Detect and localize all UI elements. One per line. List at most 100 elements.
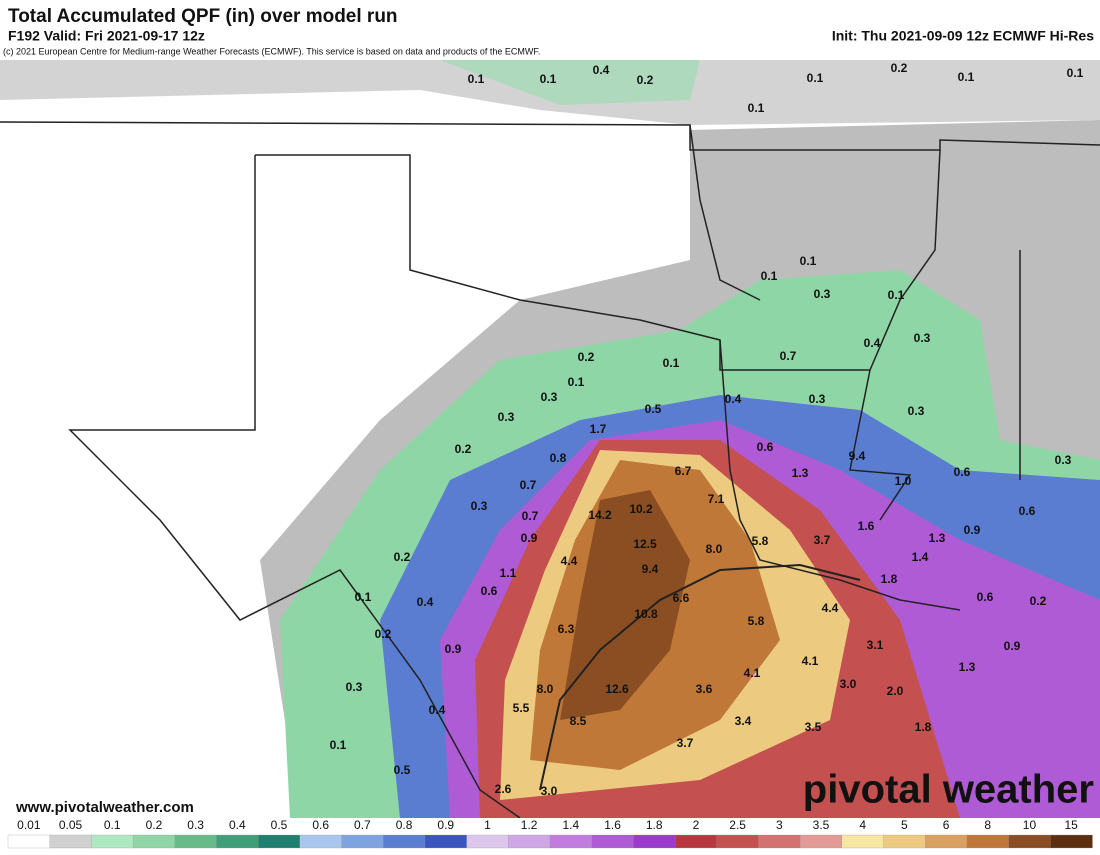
colorbar-label: 10 <box>1023 818 1037 832</box>
map-value-label: 0.3 <box>809 392 826 406</box>
map-value-label: 0.3 <box>814 287 831 301</box>
map-value-label: 9.4 <box>642 562 659 576</box>
map-value-label: 0.1 <box>330 738 347 752</box>
precip-field <box>0 60 1100 818</box>
state-line <box>68 155 521 819</box>
map-value-label: 0.1 <box>761 269 778 283</box>
copyright-bg <box>0 46 612 58</box>
map-value-label: 0.8 <box>550 451 567 465</box>
colorbar-swatch <box>841 834 885 849</box>
map-value-label: 0.2 <box>455 442 472 456</box>
state-line <box>0 121 1100 151</box>
colorbar-label: 1 <box>484 818 491 832</box>
colorbar-label: 0.1 <box>104 818 121 832</box>
map-value-label: 3.7 <box>677 736 694 750</box>
map-value-label: 6.3 <box>558 622 575 636</box>
map-value-label: 3.0 <box>840 677 857 691</box>
map-value-label: 0.3 <box>498 410 515 424</box>
init-time: Init: Thu 2021-09-09 12z ECMWF Hi-Res <box>832 28 1094 44</box>
map-value-label: 2.0 <box>887 684 904 698</box>
colorbar-swatch <box>633 834 676 849</box>
colorbar-label: 0.9 <box>437 818 454 832</box>
map-value-label: 0.1 <box>800 254 817 268</box>
map-value-label: 0.3 <box>1055 453 1072 467</box>
map-value-label: 12.6 <box>605 682 629 696</box>
map-value-label: 1.8 <box>881 572 898 586</box>
map-value-label: 12.5 <box>633 537 657 551</box>
map-value-label: 4.4 <box>561 554 578 568</box>
map-value-label: 1.0 <box>895 474 912 488</box>
map-value-label: 0.6 <box>1019 504 1036 518</box>
map-value-label: 1.1 <box>500 566 517 580</box>
map-value-label: 9.4 <box>849 449 866 463</box>
map-value-label: 0.1 <box>468 72 485 86</box>
map-value-label: 5.8 <box>752 534 769 548</box>
colorbar-swatch <box>925 834 968 849</box>
map-value-label: 0.9 <box>964 523 981 537</box>
map-value-label: 6.6 <box>673 591 690 605</box>
colorbar-swatch <box>91 834 134 849</box>
map-value-label: 0.7 <box>780 349 797 363</box>
map-value-label: 1.4 <box>912 550 929 564</box>
map-value-label: 14.2 <box>588 508 612 522</box>
colorbar-label: 0.4 <box>229 818 246 832</box>
map-value-label: 0.6 <box>954 465 971 479</box>
state-line <box>689 124 761 301</box>
colorbar-label: 5 <box>901 818 908 832</box>
map-value-label: 0.1 <box>1067 66 1084 80</box>
colorbar-swatch <box>258 834 301 849</box>
colorbar: 0.01 0.05 0.1 0.2 0.3 0.4 0.5 0.6 0.7 0.8 0.9 1 1.2 1… <box>7 818 1093 849</box>
map-value-label: 0.1 <box>958 70 975 84</box>
map-value-label: 0.4 <box>417 595 434 609</box>
map-value-label: 6.7 <box>675 464 692 478</box>
map-value-label: 10.8 <box>634 607 658 621</box>
map-value-label: 0.1 <box>663 356 680 370</box>
colorbar-label: 0.8 <box>396 818 413 832</box>
colorbar-swatch <box>883 834 926 849</box>
map-value-label: 5.8 <box>748 614 765 628</box>
colorbar-label: 2.5 <box>729 818 746 832</box>
map-value-label: 0.6 <box>977 590 994 604</box>
map-value-label: 5.5 <box>513 701 530 715</box>
colorbar-label: 1.8 <box>646 818 663 832</box>
map-value-label: 0.3 <box>908 404 925 418</box>
colorbar-label: 0.05 <box>59 818 83 832</box>
colorbar-swatch <box>1050 834 1093 849</box>
colorbar-label: 3.5 <box>813 818 830 832</box>
colorbar-label: 6 <box>943 818 950 832</box>
map-value-label: 4.1 <box>802 654 819 668</box>
map-value-label: 3.0 <box>541 784 558 798</box>
map-value-label: 0.7 <box>520 478 537 492</box>
colorbar-swatch <box>800 834 843 849</box>
map-value-label: 0.2 <box>637 73 654 87</box>
map-value-label: 0.2 <box>578 350 595 364</box>
map-value-label: 0.3 <box>346 680 363 694</box>
colorbar-label: 0.5 <box>271 818 288 832</box>
map-value-label: 1.3 <box>929 531 946 545</box>
map-value-label: 3.1 <box>867 638 884 652</box>
colorbar-label: 0.6 <box>312 818 329 832</box>
colorbar-swatch <box>383 834 426 849</box>
colorbar-swatch <box>758 834 801 849</box>
map-value-label: 2.6 <box>495 782 512 796</box>
colorbar-swatch <box>174 834 218 849</box>
map-value-label: 0.2 <box>375 627 392 641</box>
map-value-label: 3.5 <box>805 720 822 734</box>
copyright: (c) 2021 European Centre for Medium-rang… <box>3 46 540 56</box>
map-value-label: 3.7 <box>814 533 831 547</box>
map-value-label: 0.7 <box>522 509 539 523</box>
map-value-label: 8.0 <box>706 542 723 556</box>
map-value-label: 0.9 <box>1004 639 1021 653</box>
precip-north-green <box>440 60 700 105</box>
map-value-label: 1.3 <box>959 660 976 674</box>
colorbar-label: 8 <box>984 818 991 832</box>
map-value-label: 1.8 <box>915 720 932 734</box>
colorbar-swatch <box>132 834 176 849</box>
map-value-label: 1.6 <box>858 519 875 533</box>
map-value-label: 0.2 <box>394 550 411 564</box>
colorbar-swatch <box>508 834 551 849</box>
map-value-label: 4.4 <box>822 601 839 615</box>
colorbar-label: 0.7 <box>354 818 371 832</box>
colorbar-label: 2 <box>693 818 700 832</box>
